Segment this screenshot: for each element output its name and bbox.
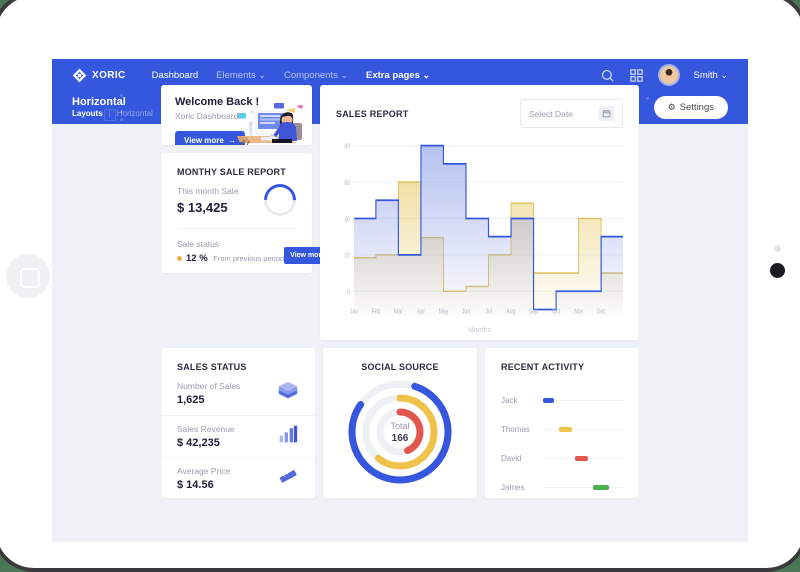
svg-text:40: 40 (344, 215, 350, 223)
svg-text:Jul: Jul (485, 307, 492, 315)
svg-text:166: 166 (392, 433, 409, 444)
svg-text:Mar: Mar (394, 307, 404, 315)
svg-text:Nov: Nov (574, 307, 584, 315)
svg-text:Total: Total (390, 421, 409, 431)
svg-text:Jun: Jun (462, 307, 471, 315)
svg-text:60: 60 (344, 179, 350, 187)
svg-text:Apr: Apr (417, 307, 426, 315)
svg-text:Jan: Jan (350, 307, 359, 315)
svg-text:0: 0 (347, 288, 350, 296)
svg-text:Feb: Feb (371, 307, 380, 315)
svg-text:May: May (439, 307, 449, 315)
svg-text:Dec: Dec (597, 307, 607, 315)
svg-text:Sep: Sep (529, 307, 538, 315)
svg-text:Oct: Oct (552, 307, 560, 315)
svg-text:80: 80 (344, 143, 350, 151)
svg-text:20: 20 (344, 252, 350, 260)
svg-text:Aug: Aug (506, 307, 515, 315)
